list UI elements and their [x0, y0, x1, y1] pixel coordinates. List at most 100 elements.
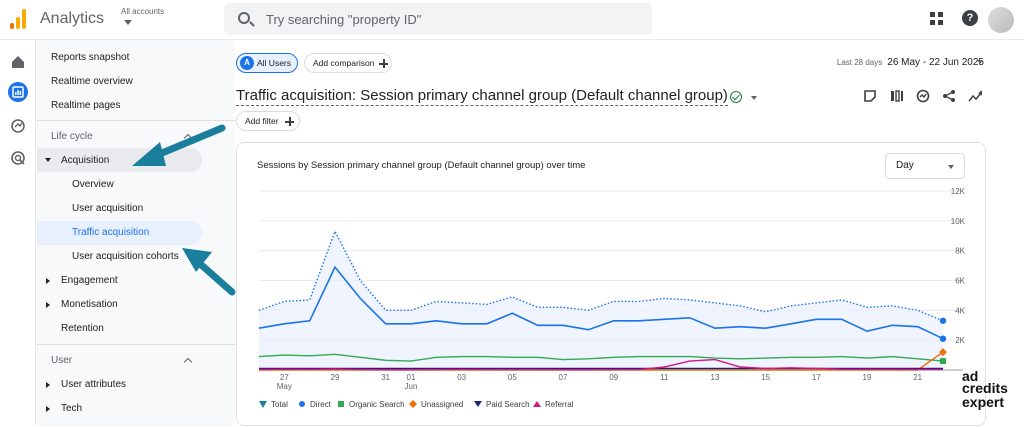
x-tick-label: 11: [660, 373, 669, 382]
series-direct-line: [258, 265, 944, 340]
y-tick-label: 12K: [951, 187, 966, 196]
y-tick-label: 6K: [955, 277, 965, 286]
sidebar: Reports snapshot Realtime overview Realt…: [37, 40, 235, 426]
help-icon[interactable]: ?: [962, 10, 978, 26]
sidebar-item-tech[interactable]: Tech: [61, 403, 83, 414]
title-dropdown-caret-icon[interactable]: [751, 96, 757, 100]
series-organic-search-line: [258, 353, 944, 362]
brand-watermark: ad credits expert: [962, 368, 1022, 424]
check-circle-icon: [730, 91, 742, 103]
legend-marker-unassigned: [409, 400, 417, 408]
sidebar-item-realtime-pages[interactable]: Realtime pages: [51, 100, 121, 111]
sidebar-item-overview[interactable]: Overview: [72, 179, 114, 190]
avatar[interactable]: [988, 7, 1014, 33]
collapse-user-icon[interactable]: [183, 357, 193, 367]
search-icon: [238, 12, 250, 24]
home-icon[interactable]: [8, 52, 28, 72]
x-tick-label: 15: [761, 373, 770, 382]
legend-label-total: Total: [271, 400, 288, 409]
apps-grid-icon[interactable]: [930, 12, 944, 26]
account-selector[interactable]: All accounts: [121, 7, 165, 16]
sidebar-item-user-acquisition[interactable]: User acquisition: [72, 203, 144, 214]
legend-label-organic-search: Organic Search: [349, 400, 405, 409]
sidebar-item-retention[interactable]: Retention: [61, 323, 104, 334]
y-tick-label: 10K: [951, 217, 966, 226]
expand-engagement-icon[interactable]: [46, 278, 50, 284]
sidebar-item-engagement[interactable]: Engagement: [61, 275, 118, 286]
plus-icon: [285, 117, 294, 126]
share-icon[interactable]: [942, 89, 956, 103]
segment-chip-all-users[interactable]: A All Users: [236, 53, 298, 73]
x-tick-label: 01: [407, 373, 416, 382]
divider: [37, 120, 235, 121]
series-end-marker: [939, 348, 947, 357]
sidebar-item-user-attributes[interactable]: User attributes: [61, 379, 127, 390]
page-title[interactable]: Traffic acquisition: Session primary cha…: [236, 87, 728, 106]
x-tick-label: 03: [457, 373, 466, 382]
sidebar-item-realtime-overview[interactable]: Realtime overview: [51, 76, 133, 87]
chart-card: Sessions by Session primary channel grou…: [236, 142, 986, 426]
legend-label-paid-search: Paid Search: [486, 400, 530, 409]
sidebar-item-reports-snapshot[interactable]: Reports snapshot: [51, 52, 130, 63]
legend-marker-referral: [533, 401, 541, 407]
explore-icon[interactable]: [8, 116, 28, 136]
annotation-arrows: [132, 124, 236, 296]
sidebar-item-acquisition[interactable]: Acquisition: [61, 155, 110, 166]
sidebar-item-user-acquisition-cohorts[interactable]: User acquisition cohorts: [72, 251, 179, 262]
sidebar-item-traffic-acquisition[interactable]: Traffic acquisition: [72, 227, 150, 238]
advertising-icon[interactable]: [8, 148, 28, 168]
x-tick-label: 31: [381, 373, 390, 382]
expand-acquisition-icon[interactable]: [45, 158, 51, 162]
series-total-line: [258, 229, 944, 322]
series-end-marker: [940, 358, 946, 365]
x-tick-label: 27: [280, 373, 289, 382]
add-filter-label: Add filter: [245, 116, 279, 126]
legend-label-direct: Direct: [310, 400, 332, 409]
account-caret-icon[interactable]: [124, 20, 132, 25]
section-user: User: [51, 355, 73, 366]
expand-tech-icon[interactable]: [46, 406, 50, 412]
add-comparison-button[interactable]: Add comparison: [304, 53, 392, 73]
expand-user-attributes-icon[interactable]: [46, 382, 50, 388]
compare-columns-icon[interactable]: [890, 89, 904, 103]
legend-label-referral: Referral: [545, 400, 574, 409]
interval-value: Day: [896, 160, 914, 171]
top-bar: Analytics All accounts ?: [0, 0, 1024, 40]
acquisition-row-highlight: [37, 148, 202, 172]
y-tick-label: 2K: [955, 336, 965, 345]
watermark-line-2: credits: [962, 380, 1008, 396]
x-tick-label: 05: [508, 373, 517, 382]
watermark-line-3: expert: [962, 394, 1005, 410]
section-life-cycle: Life cycle: [51, 131, 93, 142]
divider: [37, 344, 235, 345]
watermark-line-1: ad: [962, 368, 979, 384]
x-tick-label: 09: [609, 373, 618, 382]
chart-title: Sessions by Session primary channel grou…: [257, 160, 586, 171]
trend-sparkle-icon[interactable]: [968, 89, 982, 103]
search-input[interactable]: [266, 9, 636, 29]
analytics-logo-icon[interactable]: [10, 9, 28, 29]
reports-icon[interactable]: [8, 82, 28, 102]
date-range-caret-icon[interactable]: [977, 60, 983, 64]
app-title: Analytics: [40, 10, 105, 27]
nav-rail: [0, 40, 36, 426]
interval-select[interactable]: Day: [885, 153, 965, 179]
legend-marker-total: [259, 401, 267, 408]
traffic-acquisition-highlight: [37, 221, 202, 245]
legend-marker-paid-search: [474, 401, 482, 407]
date-range-picker[interactable]: Last 28 days 26 May - 22 Jun 2025: [837, 57, 984, 68]
insights-icon[interactable]: [916, 89, 930, 103]
add-comparison-label: Add comparison: [313, 58, 375, 68]
series-referral-line: [258, 358, 943, 371]
annotation-note-icon[interactable]: [863, 89, 877, 103]
main-content: A All Users Add comparison Last 28 days 2…: [236, 40, 1024, 426]
segment-badge: A: [240, 56, 254, 70]
y-tick-label: 4K: [955, 306, 965, 315]
legend-label-unassigned: Unassigned: [421, 400, 463, 409]
add-filter-button[interactable]: Add filter: [236, 111, 300, 131]
sidebar-item-monetisation[interactable]: Monetisation: [61, 299, 118, 310]
search-bar[interactable]: [224, 3, 652, 35]
expand-monetisation-icon[interactable]: [46, 302, 50, 308]
interval-caret-icon: [948, 165, 954, 169]
